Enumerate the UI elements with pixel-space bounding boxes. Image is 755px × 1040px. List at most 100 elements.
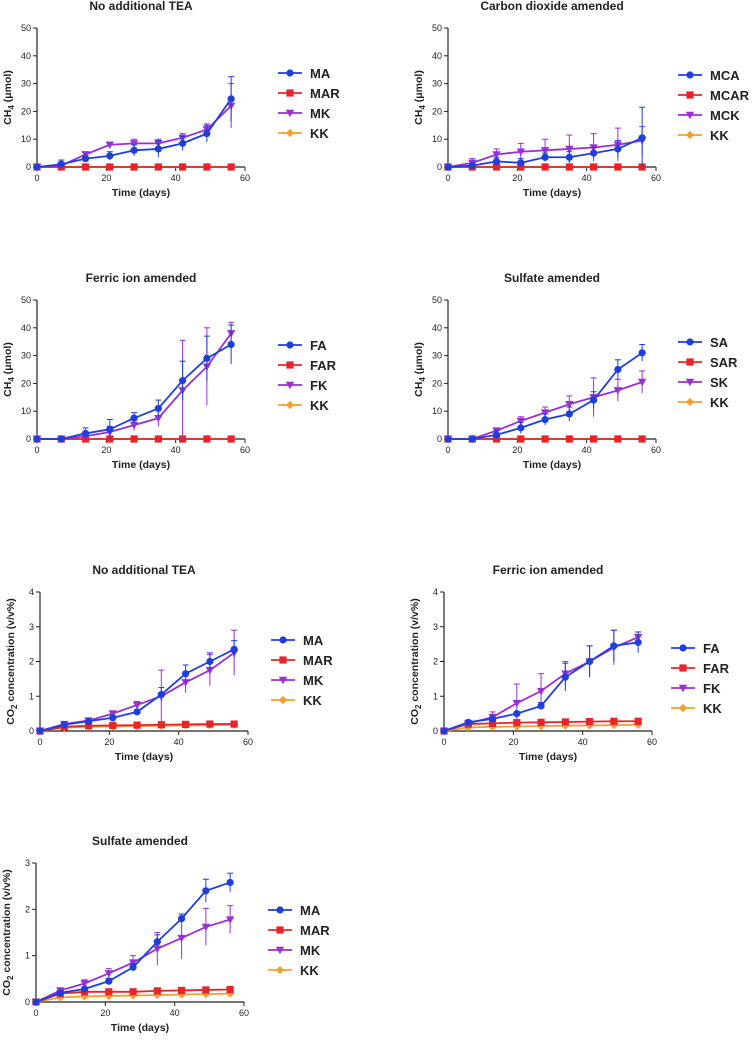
data-point [464, 718, 472, 726]
data-point [590, 396, 598, 404]
data-point [536, 687, 546, 696]
data-point [154, 435, 162, 443]
x-axis-label: Time (days) [112, 459, 170, 471]
data-point [203, 354, 211, 362]
data-point [182, 670, 190, 678]
x-tick-label: 20 [100, 1008, 110, 1018]
y-tick-label: 20 [432, 378, 442, 388]
x-axis-label: Time (days) [112, 187, 170, 199]
data-point [488, 719, 497, 727]
x-axis-label: Time (days) [523, 187, 581, 199]
data-point [81, 429, 90, 438]
data-point [565, 401, 574, 409]
x-tick-label: 20 [101, 173, 111, 183]
data-point [104, 991, 113, 1001]
data-point [182, 720, 190, 728]
legend-label: KK [310, 126, 329, 141]
y-tick-label: 3 [433, 622, 438, 632]
legend-marker [285, 400, 295, 410]
y-tick-label: 4 [433, 587, 438, 597]
legend-marker [285, 381, 295, 390]
legend-label: FK [310, 378, 328, 393]
data-point [226, 985, 234, 994]
x-tick-label: 20 [512, 173, 522, 183]
y-tick-label: 0 [437, 434, 442, 444]
legend-label: MK [310, 106, 331, 121]
data-point [109, 721, 117, 730]
data-point [154, 163, 162, 171]
y-tick-label: 1 [433, 691, 438, 701]
x-tick-label: 0 [441, 737, 446, 747]
x-tick-label: 20 [508, 737, 518, 747]
y-tick-label: 3 [25, 858, 30, 868]
y-axis-label: CH4 (μmol) [2, 342, 16, 397]
data-point [586, 657, 594, 666]
y-tick-label: 30 [21, 79, 31, 89]
x-tick-label: 0 [34, 445, 39, 455]
data-point [440, 727, 448, 735]
legend: FA FAR FK KK [671, 641, 730, 716]
chart-title: No additional TEA [89, 0, 193, 13]
data-point [230, 645, 238, 653]
x-axis-label: Time (days) [519, 751, 577, 763]
x-tick-label: 0 [37, 737, 42, 747]
data-point [227, 163, 235, 171]
y-tick-label: 30 [432, 79, 442, 89]
y-axis-label: CO2 concentration (v/v%) [409, 598, 423, 724]
series-MCA [444, 106, 646, 171]
data-point [206, 720, 214, 728]
data-point [468, 162, 476, 170]
x-tick-label: 60 [651, 173, 661, 183]
x-axis-label: Time (days) [111, 1022, 169, 1034]
data-point [492, 151, 501, 159]
x-tick-label: 60 [239, 1008, 249, 1018]
data-point [105, 988, 113, 996]
legend-marker [685, 378, 695, 387]
data-point [202, 986, 210, 994]
legend-marker [279, 636, 287, 644]
data-point [541, 435, 549, 443]
series-line [36, 98, 232, 168]
legend-label: MAR [300, 923, 330, 938]
legend-marker [678, 703, 688, 713]
legend-marker [278, 695, 288, 705]
legend-label: MA [310, 66, 331, 81]
series-FA [440, 629, 642, 735]
data-point [541, 163, 549, 171]
legend-label: FK [703, 681, 721, 696]
x-tick-label: 40 [171, 445, 181, 455]
legend-marker [285, 128, 295, 138]
data-point [157, 690, 165, 699]
data-point [537, 702, 545, 710]
y-tick-label: 40 [21, 51, 31, 61]
x-axis-label: Time (days) [523, 459, 581, 471]
data-point [201, 923, 211, 932]
data-point [610, 642, 618, 650]
legend-marker [286, 341, 294, 349]
legend-label: KK [310, 398, 329, 413]
data-point [130, 163, 138, 171]
data-point [203, 163, 211, 171]
data-point [129, 140, 139, 148]
x-tick-label: 60 [647, 737, 657, 747]
y-tick-label: 20 [21, 106, 31, 116]
legend-label: MA [303, 633, 324, 648]
data-point [80, 985, 89, 993]
data-point [81, 151, 90, 159]
legend-label: KK [303, 693, 322, 708]
data-point [133, 721, 141, 729]
data-point [638, 349, 646, 357]
data-point [561, 673, 569, 681]
series-FK [32, 321, 236, 444]
data-point [613, 387, 623, 395]
legend-label: MK [303, 673, 324, 688]
data-point [154, 414, 163, 423]
series-MA [33, 76, 235, 171]
y-tick-label: 0 [25, 997, 30, 1007]
legend-label: KK [300, 963, 319, 978]
data-point [133, 708, 141, 716]
data-point [206, 657, 214, 666]
x-tick-label: 60 [240, 173, 250, 183]
data-point [108, 710, 117, 718]
legend: MCA MCAR MCK KK [678, 68, 750, 143]
